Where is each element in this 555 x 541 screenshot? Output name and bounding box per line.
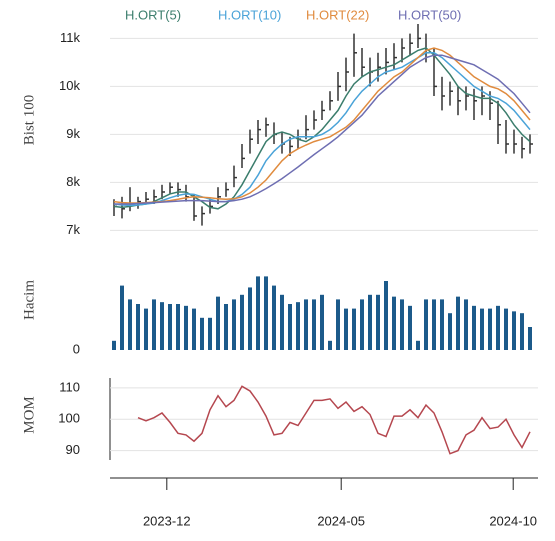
volume-bar bbox=[136, 304, 140, 350]
legend-label: H.ORT(50) bbox=[398, 7, 461, 22]
volume-bar bbox=[280, 294, 284, 350]
y-tick-label: 10k bbox=[59, 78, 80, 93]
volume-bar bbox=[192, 308, 196, 350]
volume-bar bbox=[296, 302, 300, 350]
y-tick-label: 0 bbox=[73, 341, 80, 356]
volume-bar bbox=[480, 308, 484, 350]
volume-bar bbox=[144, 308, 148, 350]
x-tick-label: 2023-12 bbox=[143, 513, 191, 528]
volume-bar bbox=[248, 287, 252, 350]
volume-bar bbox=[168, 304, 172, 350]
legend-label: H.ORT(22) bbox=[306, 7, 369, 22]
volume-bar bbox=[488, 308, 492, 350]
volume-bar bbox=[416, 340, 420, 350]
ma-line bbox=[113, 47, 531, 204]
ma-line bbox=[114, 54, 531, 205]
volume-bar bbox=[112, 340, 116, 350]
volume-bar bbox=[320, 294, 324, 350]
volume-bar bbox=[528, 327, 532, 350]
volume-bar bbox=[232, 299, 236, 350]
y-axis-title: MOM bbox=[21, 396, 37, 434]
volume-bar bbox=[176, 304, 180, 350]
volume-bar bbox=[400, 299, 404, 350]
volume-bar bbox=[256, 276, 260, 350]
volume-bar bbox=[312, 299, 316, 350]
volume-bar bbox=[408, 305, 412, 350]
volume-bar bbox=[208, 317, 212, 350]
volume-bar bbox=[328, 340, 332, 350]
volume-bar bbox=[304, 299, 308, 350]
y-tick-label: 100 bbox=[58, 411, 80, 426]
volume-bar bbox=[392, 296, 396, 350]
ma-line bbox=[113, 47, 531, 210]
mom-line bbox=[137, 385, 531, 455]
volume-bar bbox=[472, 305, 476, 350]
volume-bar bbox=[384, 281, 388, 350]
volume-bar bbox=[200, 317, 204, 350]
volume-bar bbox=[224, 304, 228, 350]
volume-bar bbox=[264, 276, 268, 350]
y-tick-label: 7k bbox=[66, 222, 80, 237]
volume-bar bbox=[464, 299, 468, 350]
volume-bar bbox=[368, 294, 372, 350]
volume-bar bbox=[448, 313, 452, 350]
volume-bar bbox=[120, 285, 124, 350]
volume-bar bbox=[520, 313, 524, 350]
volume-bar bbox=[128, 299, 132, 350]
volume-bar bbox=[344, 308, 348, 350]
volume-bar bbox=[440, 299, 444, 350]
volume-bar bbox=[376, 294, 380, 350]
y-axis-title: Hacim bbox=[21, 280, 37, 320]
legend-label: H.ORT(5) bbox=[125, 7, 181, 22]
y-tick-label: 8k bbox=[66, 174, 80, 189]
volume-bar bbox=[352, 308, 356, 350]
volume-bar bbox=[288, 304, 292, 350]
volume-bar bbox=[424, 299, 428, 350]
volume-bar bbox=[216, 296, 220, 350]
volume-bar bbox=[160, 302, 164, 350]
x-tick-label: 2024-05 bbox=[317, 513, 365, 528]
volume-bar bbox=[456, 296, 460, 350]
legend-label: H.ORT(10) bbox=[218, 7, 281, 22]
x-tick-label: 2024-10 bbox=[489, 513, 537, 528]
y-tick-label: 9k bbox=[66, 126, 80, 141]
volume-bar bbox=[152, 299, 156, 350]
volume-bar bbox=[336, 299, 340, 350]
volume-bar bbox=[496, 305, 500, 350]
y-tick-label: 90 bbox=[66, 442, 80, 457]
volume-bar bbox=[360, 299, 364, 350]
volume-bar bbox=[240, 294, 244, 350]
volume-bar bbox=[512, 311, 516, 350]
volume-bar bbox=[432, 299, 436, 350]
volume-bar bbox=[504, 308, 508, 350]
ma-line bbox=[113, 52, 531, 207]
y-axis-title: Bist 100 bbox=[21, 95, 37, 145]
volume-bar bbox=[272, 285, 276, 350]
y-tick-label: 110 bbox=[59, 379, 80, 394]
y-tick-label: 11k bbox=[60, 30, 80, 45]
volume-bar bbox=[184, 305, 188, 350]
